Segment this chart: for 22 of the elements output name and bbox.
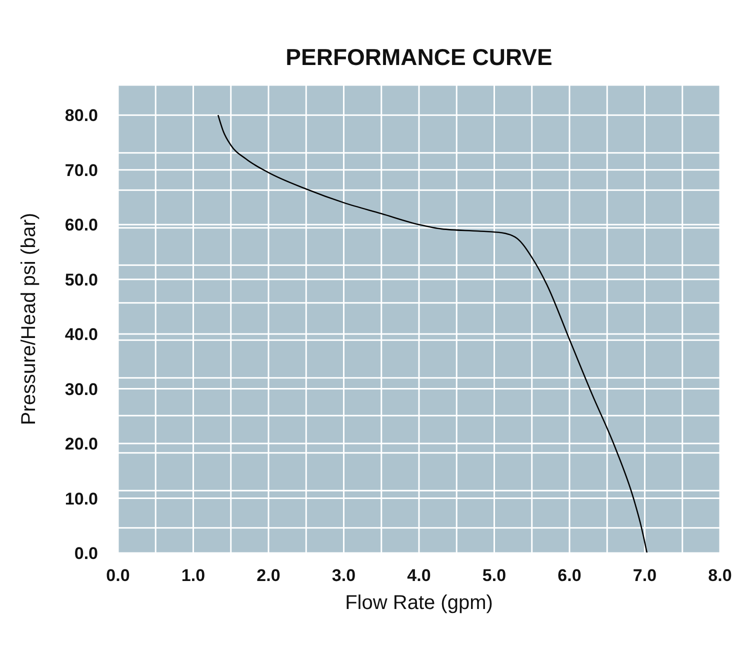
- x-tick-label: 0.0: [106, 566, 130, 586]
- y-axis-title: Pressure/Head psi (bar): [18, 212, 40, 426]
- y-tick-label: 70.0: [64, 160, 98, 180]
- y-tick-label: 40.0: [64, 325, 98, 344]
- x-tick-label: 8.0: [708, 566, 732, 586]
- y-tick-label: 20.0: [64, 434, 98, 454]
- x-tick-label: 4.0: [407, 566, 431, 586]
- y-tick-label: 10.0: [64, 489, 98, 508]
- x-tick-label: 6.0: [558, 566, 582, 586]
- y-tick-label: 0.0: [74, 544, 98, 564]
- y-tick-label: 50.0: [64, 270, 98, 290]
- x-tick-label: 5.0: [482, 566, 506, 586]
- chart-title: PERFORMANCE CURVE: [284, 44, 554, 71]
- x-tick-label: 3.0: [332, 566, 356, 586]
- line-series: [217, 114, 648, 553]
- y-tick-label: 80.0: [64, 106, 98, 126]
- x-tick-label: 2.0: [256, 566, 280, 586]
- x-tick-label: 1.0: [181, 566, 206, 586]
- x-axis-title: Flow Rate (gpm): [345, 592, 493, 614]
- y-tick-label: 30.0: [64, 380, 98, 399]
- x-tick-label: 7.0: [632, 566, 657, 586]
- y-tick-label: 60.0: [64, 216, 98, 235]
